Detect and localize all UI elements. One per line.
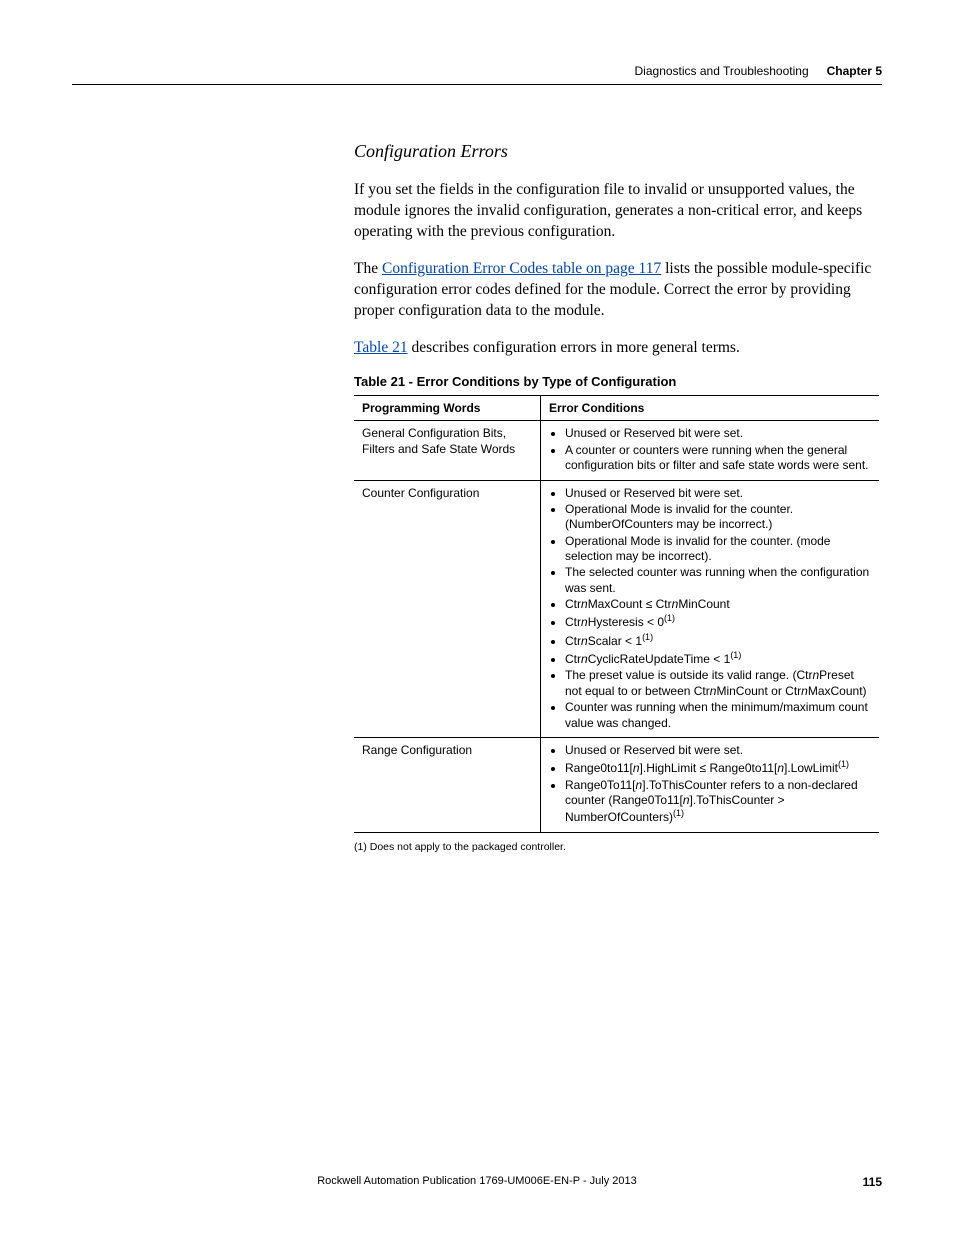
condition-item: The preset value is outside its valid ra…: [565, 668, 871, 699]
header-title: Diagnostics and Troubleshooting: [635, 64, 809, 78]
footer-publication: Rockwell Automation Publication 1769-UM0…: [0, 1175, 954, 1187]
table-cell-label: General Configuration Bits, Filters and …: [354, 421, 541, 480]
condition-item: Unused or Reserved bit were set.: [565, 743, 871, 758]
table-cell-conditions: Unused or Reserved bit were set. A counte…: [541, 421, 880, 480]
paragraph-3-post: describes configuration errors in more g…: [408, 339, 740, 356]
table-header-col2: Error Conditions: [541, 396, 880, 421]
condition-item: Counter was running when the minimum/max…: [565, 700, 871, 731]
paragraph-2: The Configuration Error Codes table on p…: [354, 259, 879, 322]
footer-page-number: 115: [863, 1175, 882, 1189]
page-header: Diagnostics and Troubleshooting Chapter …: [72, 64, 882, 85]
condition-item: Operational Mode is invalid for the coun…: [565, 502, 871, 533]
table-footnote: (1) Does not apply to the packaged contr…: [354, 841, 879, 853]
table-row: Counter ConfigurationUnused or Reserved …: [354, 480, 879, 737]
table-row: Range ConfigurationUnused or Reserved bi…: [354, 737, 879, 832]
table-21-link[interactable]: Table 21: [354, 339, 408, 356]
condition-item: CtrnMaxCount ≤ CtrnMinCount: [565, 597, 871, 612]
condition-item: CtrnHysteresis < 0(1): [565, 613, 871, 630]
condition-item: CtrnCyclicRateUpdateTime < 1(1): [565, 650, 871, 667]
condition-item: Range0to11[n].HighLimit ≤ Range0to11[n].…: [565, 759, 871, 776]
table-cell-conditions: Unused or Reserved bit were set.Operatio…: [541, 480, 880, 737]
table-cell-label: Range Configuration: [354, 737, 541, 832]
config-error-codes-link[interactable]: Configuration Error Codes table on page …: [382, 260, 661, 277]
condition-item: The selected counter was running when th…: [565, 565, 871, 596]
error-conditions-table: Programming Words Error Conditions Gener…: [354, 395, 879, 832]
condition-item: Unused or Reserved bit were set.: [565, 426, 871, 441]
paragraph-1: If you set the fields in the configurati…: [354, 180, 879, 243]
condition-item: Operational Mode is invalid for the coun…: [565, 534, 871, 565]
page-footer: Rockwell Automation Publication 1769-UM0…: [0, 1175, 954, 1187]
condition-item: Range0To11[n].ToThisCounter refers to a …: [565, 778, 871, 826]
main-content: Configuration Errors If you set the fiel…: [354, 141, 879, 853]
paragraph-2-pre: The: [354, 260, 382, 277]
header-chapter: Chapter 5: [827, 64, 882, 78]
table-cell-label: Counter Configuration: [354, 480, 541, 737]
table-header-col1: Programming Words: [354, 396, 541, 421]
condition-item: Unused or Reserved bit were set.: [565, 486, 871, 501]
section-heading: Configuration Errors: [354, 141, 879, 162]
paragraph-3: Table 21 describes configuration errors …: [354, 338, 879, 359]
condition-item: A counter or counters were running when …: [565, 443, 871, 474]
condition-item: CtrnScalar < 1(1): [565, 632, 871, 649]
table-row: General Configuration Bits, Filters and …: [354, 421, 879, 480]
table-cell-conditions: Unused or Reserved bit were set.Range0to…: [541, 737, 880, 832]
table-caption: Table 21 - Error Conditions by Type of C…: [354, 374, 879, 389]
table-body: General Configuration Bits, Filters and …: [354, 421, 879, 832]
